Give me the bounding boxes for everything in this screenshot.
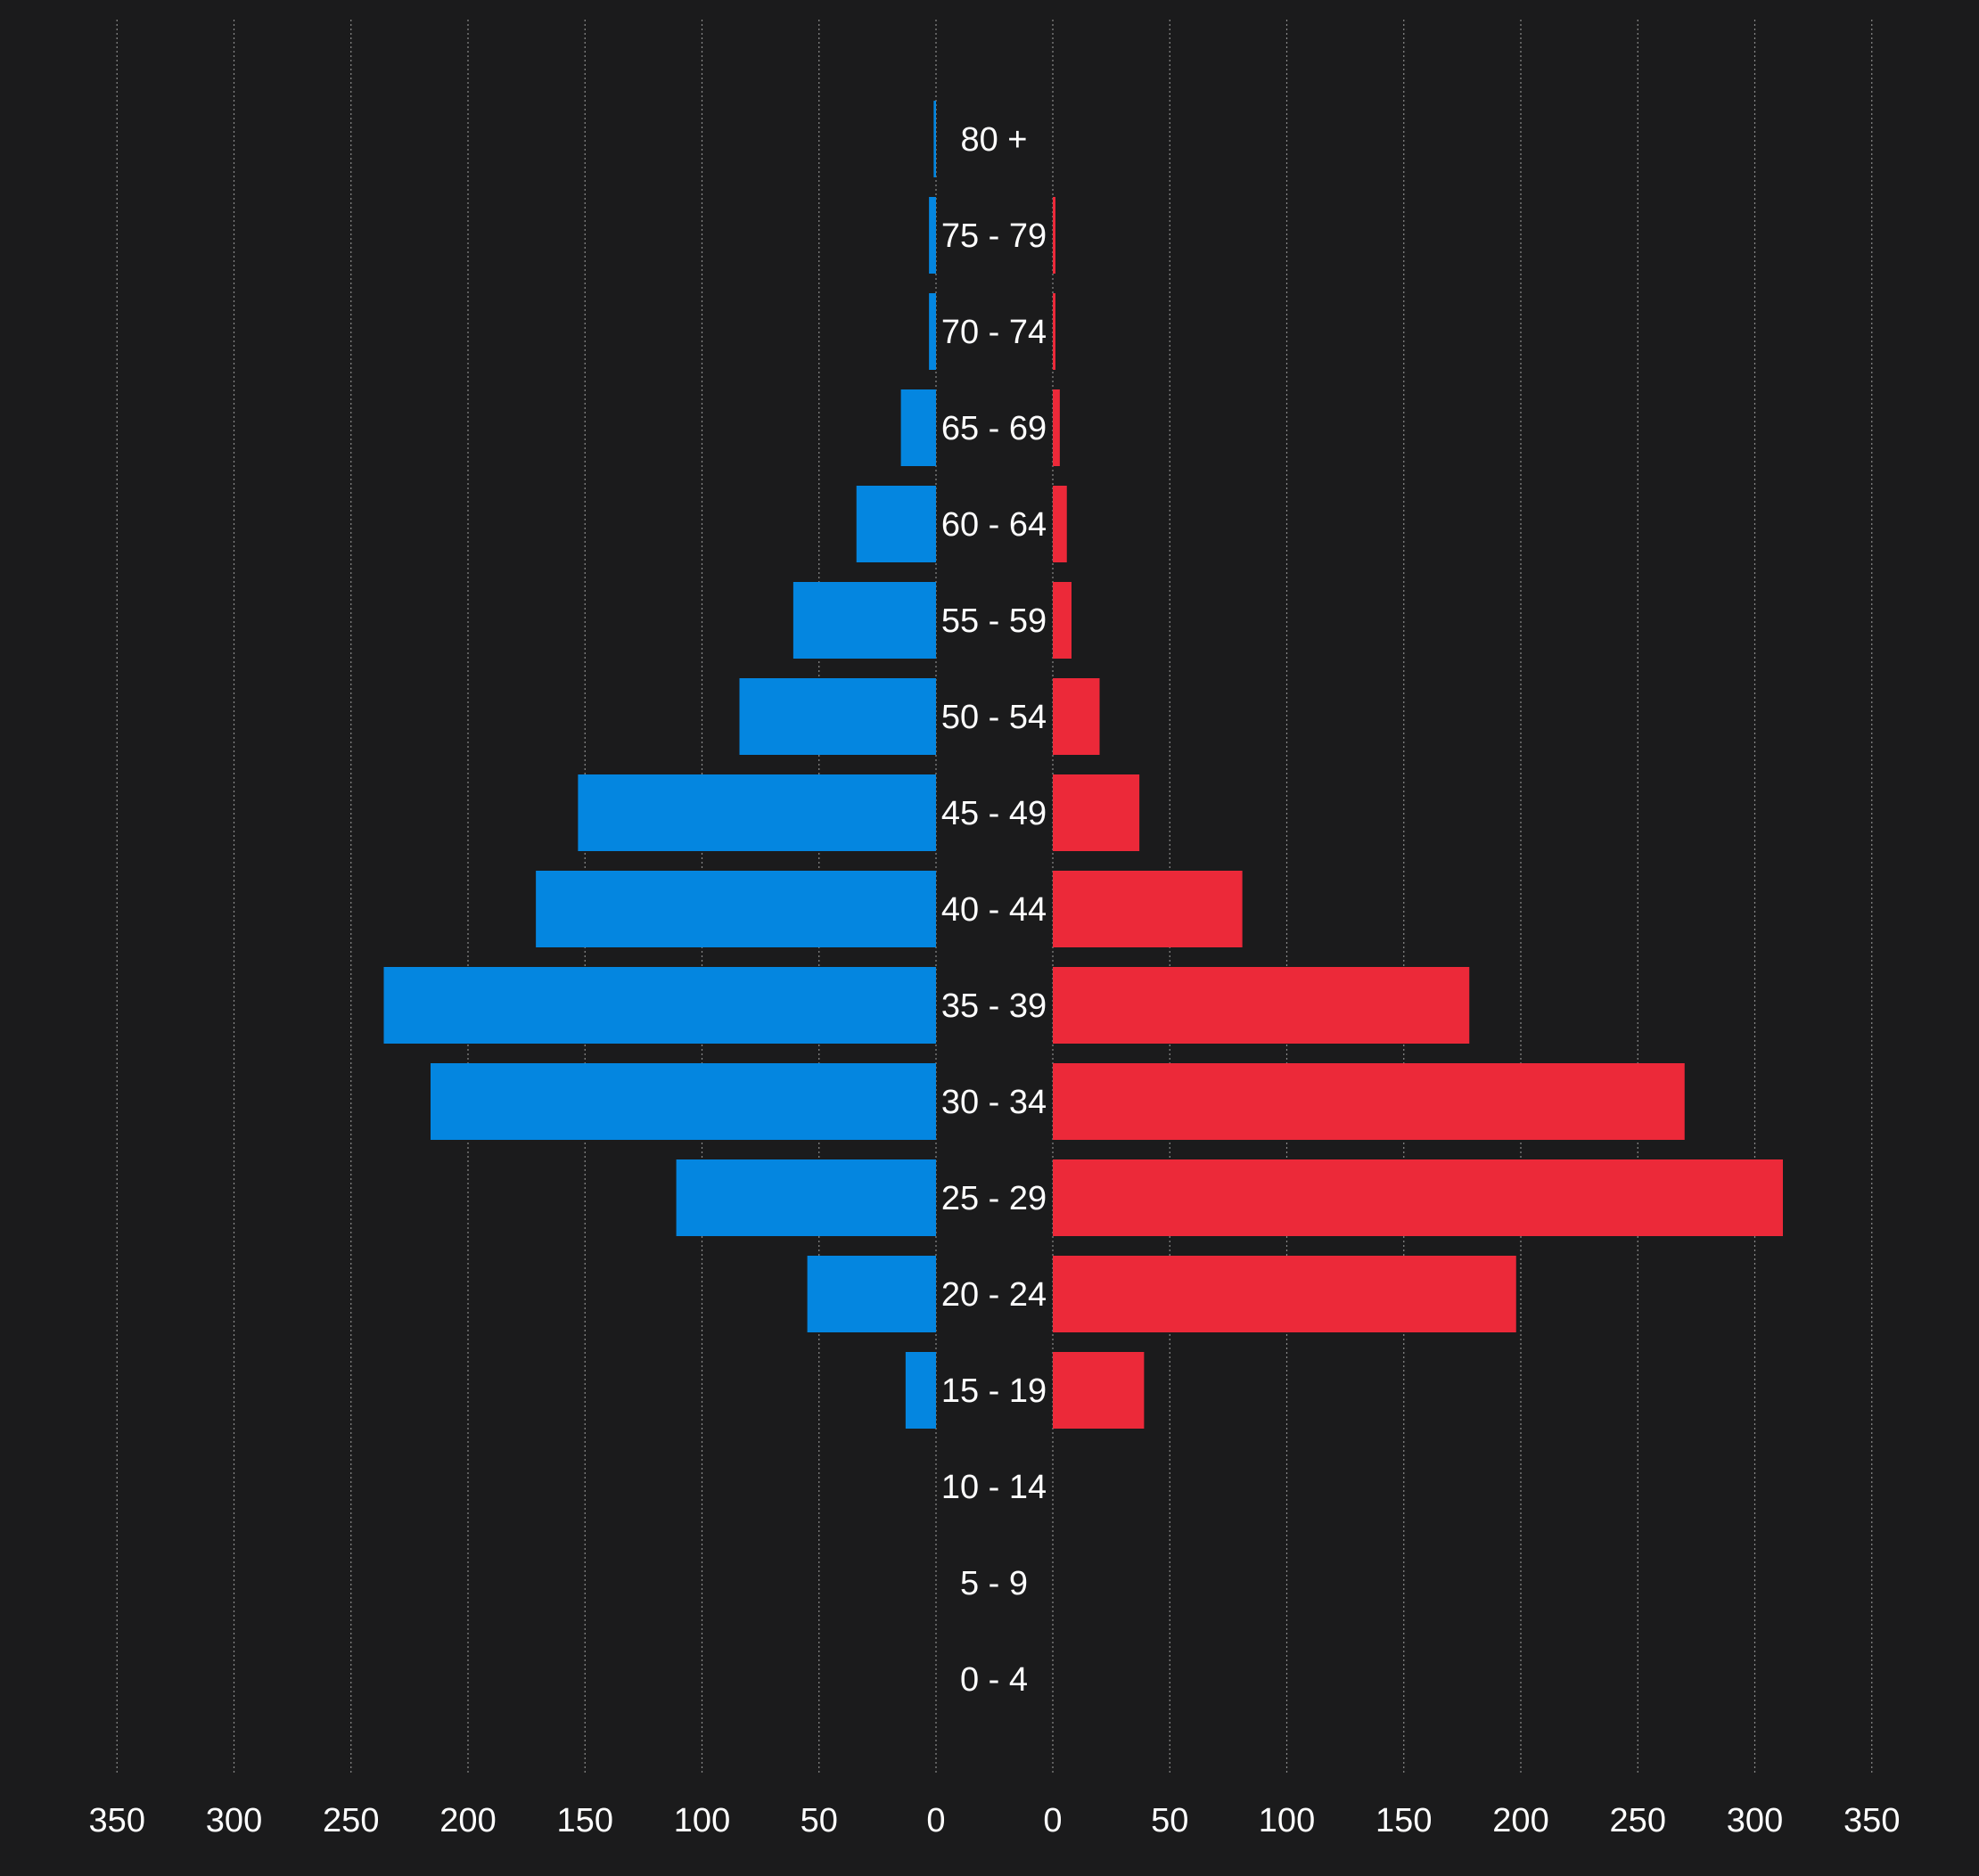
category-label-80: 80 +: [960, 121, 1027, 159]
x-tick-label-left-0: 0: [926, 1802, 945, 1839]
bar-left-30-34: [431, 1063, 936, 1140]
bar-right-35-39: [1053, 967, 1470, 1044]
bar-right-15-19: [1053, 1352, 1145, 1429]
bar-right-20-24: [1053, 1256, 1516, 1332]
category-label-70-74: 70 - 74: [941, 314, 1047, 351]
bar-left-80: [933, 101, 936, 177]
x-tick-label-right-100: 100: [1259, 1802, 1315, 1839]
bar-right-65-69: [1053, 389, 1060, 466]
bar-right-40-44: [1053, 871, 1243, 947]
x-tick-label-right-150: 150: [1375, 1802, 1432, 1839]
bar-left-65-69: [900, 389, 936, 466]
x-tick-label-right-350: 350: [1844, 1802, 1900, 1839]
bar-right-25-29: [1053, 1159, 1783, 1236]
grid-lines: [116, 20, 1873, 1774]
category-label-50-54: 50 - 54: [941, 699, 1047, 736]
bar-right-30-34: [1053, 1063, 1685, 1140]
bar-left-55-59: [792, 582, 936, 659]
x-tick-label-left-200: 200: [439, 1802, 496, 1839]
x-tick-label-left-50: 50: [801, 1802, 838, 1839]
category-label-75-79: 75 - 79: [941, 217, 1047, 255]
bar-left-25-29: [676, 1159, 936, 1236]
bars: [383, 101, 1783, 1429]
x-tick-label-left-150: 150: [557, 1802, 613, 1839]
category-label-20-24: 20 - 24: [941, 1276, 1047, 1314]
category-labels: 80 + 75 - 79 70 - 74 65 - 69 60 - 64 55 - 59 5…: [941, 121, 1047, 1699]
x-tick-label-left-250: 250: [323, 1802, 379, 1839]
category-label-30-34: 30 - 34: [941, 1084, 1047, 1121]
bar-left-75-79: [929, 197, 936, 274]
category-label-60-64: 60 - 64: [941, 506, 1047, 544]
x-tick-label-right-250: 250: [1610, 1802, 1666, 1839]
x-tick-label-right-200: 200: [1492, 1802, 1548, 1839]
x-tick-label-right-0: 0: [1043, 1802, 1062, 1839]
bar-right-75-79: [1053, 197, 1055, 274]
category-label-35-39: 35 - 39: [941, 987, 1047, 1025]
bar-left-15-19: [905, 1352, 936, 1429]
bar-left-60-64: [856, 486, 936, 562]
x-tick-label-left-100: 100: [674, 1802, 730, 1839]
bar-left-45-49: [578, 774, 936, 851]
x-tick-label-right-300: 300: [1727, 1802, 1783, 1839]
x-tick-label-left-300: 300: [206, 1802, 262, 1839]
category-label-10-14: 10 - 14: [941, 1469, 1047, 1506]
bar-left-35-39: [383, 967, 936, 1044]
bar-right-60-64: [1053, 486, 1067, 562]
bar-right-55-59: [1053, 582, 1072, 659]
bar-left-40-44: [536, 871, 936, 947]
x-tick-label-left-350: 350: [89, 1802, 145, 1839]
bar-left-20-24: [807, 1256, 936, 1332]
x-tick-label-right-50: 50: [1151, 1802, 1188, 1839]
category-label-55-59: 55 - 59: [941, 602, 1047, 640]
category-label-0-4: 0 - 4: [960, 1661, 1028, 1699]
bar-right-45-49: [1053, 774, 1140, 851]
x-axis-ticks: 350 350 300 300 250 250 200 200 150 150 100 100 50 50…: [89, 1802, 1901, 1839]
category-label-45-49: 45 - 49: [941, 795, 1047, 832]
bar-left-50-54: [739, 678, 936, 755]
category-label-40-44: 40 - 44: [941, 891, 1047, 929]
category-label-25-29: 25 - 29: [941, 1180, 1047, 1217]
category-label-5-9: 5 - 9: [960, 1565, 1028, 1602]
category-label-65-69: 65 - 69: [941, 410, 1047, 447]
bar-right-50-54: [1053, 678, 1100, 755]
bar-right-70-74: [1053, 293, 1055, 370]
category-label-15-19: 15 - 19: [941, 1372, 1047, 1410]
bar-left-70-74: [929, 293, 936, 370]
